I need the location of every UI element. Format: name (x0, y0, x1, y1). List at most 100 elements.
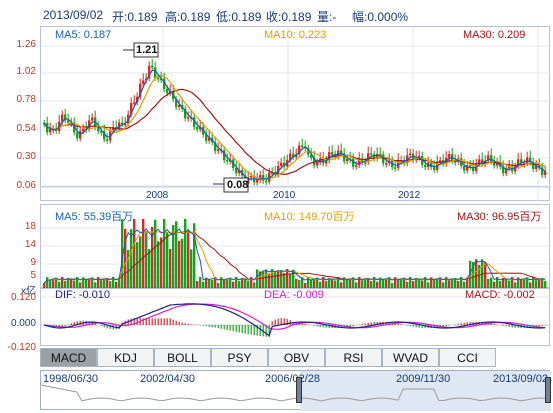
volume-bar (391, 282, 394, 289)
volume-bar (172, 224, 175, 289)
volume-bar (109, 281, 112, 289)
volume-bar (226, 278, 229, 289)
price-ma30-label: MA30: 0.209 (463, 29, 526, 41)
volume-bar (376, 281, 379, 289)
navigator-right-handle[interactable] (545, 377, 551, 403)
macd-bar (301, 323, 303, 325)
macd-bar (148, 318, 150, 325)
candle-body (217, 149, 220, 152)
volume-bar (274, 272, 277, 289)
price-y-tick: 0.06 (16, 180, 36, 191)
macd-bar (79, 320, 81, 325)
ma30-line (43, 88, 546, 176)
candle-body (109, 130, 112, 141)
macd-bar (280, 318, 282, 325)
macd-bar (340, 325, 342, 328)
macd-bar (136, 317, 138, 325)
macd-bar (130, 318, 132, 325)
candle-body (235, 168, 238, 174)
volume-bar (181, 238, 184, 289)
macd-bar (514, 325, 516, 328)
macd-bar (415, 325, 417, 328)
tab-cci[interactable]: CCI (439, 348, 496, 367)
volume-bar (55, 277, 58, 289)
candle-body (352, 158, 355, 167)
candle-body (157, 77, 160, 80)
volume-bar (277, 270, 280, 289)
candle-body (88, 120, 91, 130)
macd-bar (466, 322, 468, 325)
volume-bar (331, 278, 334, 289)
range-navigator[interactable]: 1998/06/30 2002/04/30 2006/02/28 2009/11… (40, 370, 551, 411)
tab-macd[interactable]: MACD (40, 348, 97, 367)
macd-value-label: MACD: -0.002 (465, 289, 535, 301)
tab-rsi[interactable]: RSI (325, 348, 382, 367)
quote-open: 开:0.189 (112, 10, 158, 24)
x-tick-2008: 2008 (146, 190, 169, 201)
volume-bar (388, 277, 391, 289)
volume-bar (124, 229, 127, 289)
volume-bar (283, 273, 286, 289)
volume-chart-panel[interactable]: MA5: 55.39百万 MA10: 149.70百万 MA30: 96.95百… (40, 204, 551, 289)
macd-bar (238, 325, 240, 333)
candle-body (163, 78, 166, 89)
candle-body (505, 168, 508, 174)
macd-bar (352, 325, 354, 326)
quote-close: 收:0.189 (266, 10, 312, 24)
macd-bar (448, 325, 450, 326)
macd-bar (205, 325, 207, 327)
candle-body (238, 169, 241, 174)
volume-bar (295, 278, 298, 289)
volume-bar (385, 279, 388, 289)
volume-bar (196, 281, 199, 289)
volume-unit: x亿 (21, 286, 36, 297)
macd-bar (505, 325, 507, 327)
candle-body (64, 114, 67, 121)
macd-bar (103, 325, 105, 328)
macd-bar (502, 325, 504, 326)
macd-bar (178, 321, 180, 325)
macd-bar (100, 325, 102, 327)
volume-bar (442, 282, 445, 289)
macd-bar (244, 325, 246, 334)
tab-psy[interactable]: PSY (211, 348, 268, 367)
macd-bar (373, 322, 375, 325)
tab-kdj[interactable]: KDJ (97, 348, 154, 367)
candle-body (463, 165, 466, 171)
volume-bar (286, 269, 289, 289)
dif-line (44, 303, 546, 337)
macd-bar (325, 325, 327, 328)
volume-bar (265, 269, 268, 289)
tab-wvad[interactable]: WVAD (382, 348, 439, 367)
quote-date: 2013/09/02 (43, 8, 104, 22)
price-chart-panel[interactable]: 1.21 0.08 MA5: 0.187 MA10: 0.223 MA30: 0… (40, 26, 551, 202)
volume-y-tick: 5 (30, 270, 36, 281)
candle-body (424, 164, 427, 168)
volume-bar (190, 249, 193, 289)
candle-body (355, 165, 358, 167)
candle-body (346, 158, 349, 162)
volume-bar (520, 279, 523, 289)
volume-bar (355, 282, 358, 289)
volume-bar (112, 277, 115, 289)
volume-bar (43, 283, 46, 289)
dea-line (44, 303, 546, 330)
volume-bar (304, 282, 307, 289)
macd-bar (220, 325, 222, 329)
candle-body (151, 65, 154, 68)
volume-bar (61, 277, 64, 289)
macd-chart-panel[interactable]: DIF: -0.010 DEA: -0.009 MACD: -0.002 (40, 288, 551, 346)
candle-body (403, 161, 406, 164)
macd-bar (226, 325, 228, 330)
navigator-left-handle[interactable] (296, 377, 302, 403)
volume-bar (169, 248, 172, 289)
volume-bar (139, 236, 142, 289)
candle-body (478, 159, 481, 164)
low-marker-box (223, 177, 249, 193)
volume-bar (79, 282, 82, 289)
tab-obv[interactable]: OBV (268, 348, 325, 367)
macd-bar (58, 325, 60, 327)
candle-body (193, 117, 196, 127)
candle-body (520, 159, 523, 164)
tab-boll[interactable]: BOLL (154, 348, 211, 367)
